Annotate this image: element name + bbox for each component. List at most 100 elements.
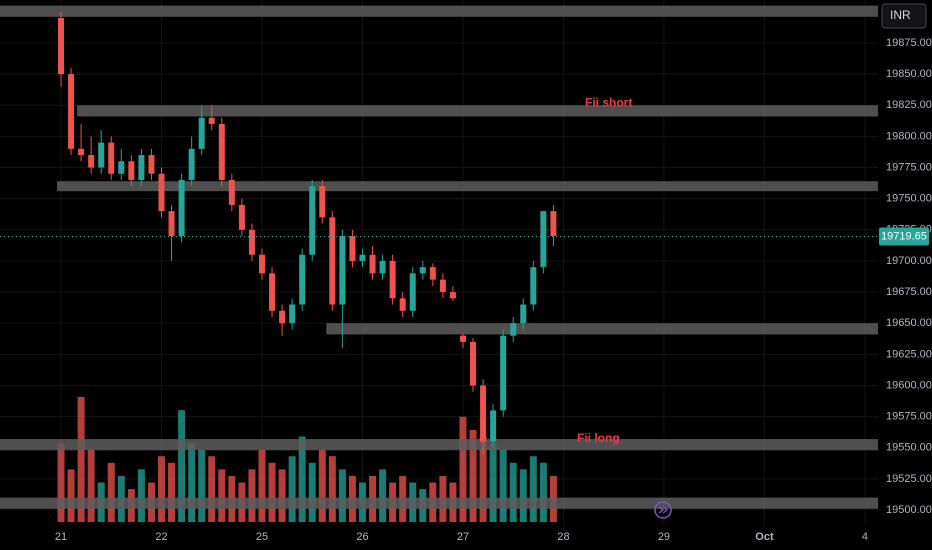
candle-body	[339, 236, 346, 305]
y-tick-label: 19575.00	[886, 411, 932, 423]
x-tick-label: 25	[256, 531, 268, 543]
candle-body	[178, 179, 185, 237]
volume-bar	[198, 449, 206, 522]
candle-body	[490, 410, 497, 442]
y-tick-label: 19750.00	[886, 193, 932, 205]
y-tick-label: 19650.00	[886, 317, 932, 329]
candle-body	[379, 260, 386, 274]
candle-body	[419, 267, 426, 274]
candle-body	[540, 211, 547, 268]
candle-body	[258, 254, 265, 274]
x-tick-label: Oct	[755, 531, 774, 543]
candle-body	[218, 123, 225, 180]
zone-label: Fii long	[577, 431, 620, 445]
y-tick-label: 19875.00	[886, 37, 932, 49]
candle-body	[480, 385, 487, 442]
zone-band	[0, 5, 878, 17]
volume-bar	[258, 449, 266, 522]
volume-bar	[157, 456, 165, 522]
volume-bar	[499, 449, 507, 522]
candle-body	[449, 292, 456, 299]
volume-bar	[469, 429, 477, 522]
candle-body	[98, 142, 105, 168]
candle-body	[510, 323, 517, 336]
y-tick-label: 19625.00	[886, 348, 932, 360]
candle-body	[68, 74, 75, 149]
candle-body	[128, 161, 135, 180]
currency-box[interactable]	[881, 3, 927, 29]
last-price-box	[879, 227, 929, 246]
volume-bar	[168, 462, 176, 522]
candle-body	[369, 254, 376, 274]
volume-bar	[328, 456, 336, 522]
volume-bar	[379, 469, 387, 522]
candle-body	[550, 211, 557, 237]
y-tick-label: 19775.00	[886, 161, 932, 173]
candle-body	[500, 335, 507, 411]
candle-body	[309, 186, 316, 255]
candle-body	[399, 298, 406, 311]
candle-body	[530, 267, 537, 305]
candle-body	[208, 117, 215, 124]
zone-band	[0, 497, 878, 509]
volume-bar	[308, 462, 316, 522]
y-tick-label: 19525.00	[886, 473, 932, 485]
candle-body	[459, 335, 466, 342]
y-tick-label: 19600.00	[886, 379, 932, 391]
candle-body	[198, 117, 205, 149]
candle-body	[148, 155, 155, 174]
candle-body	[118, 161, 125, 174]
volume-bar	[57, 443, 65, 522]
x-tick-label: 21	[55, 531, 67, 543]
candle-body	[359, 254, 366, 261]
candle-body	[520, 304, 527, 324]
candle-body	[238, 204, 245, 230]
candle-body	[409, 273, 416, 311]
zone-band	[326, 323, 878, 335]
zone-label: Fii short	[585, 95, 632, 109]
volume-bar	[67, 469, 75, 522]
candle-body	[108, 142, 115, 174]
volume-bar	[509, 462, 517, 522]
x-tick-label: 26	[356, 531, 368, 543]
candle-body	[168, 211, 175, 237]
candle-body	[439, 279, 446, 293]
y-tick-label: 19700.00	[886, 255, 932, 267]
currency-label[interactable]: INR	[890, 8, 911, 22]
volume-bar	[529, 456, 537, 522]
candle-body	[279, 310, 286, 324]
candle-body	[57, 18, 64, 75]
volume-bar	[539, 462, 547, 522]
volume-bar	[77, 397, 85, 522]
volume-bar	[208, 456, 216, 522]
y-tick-label: 19825.00	[886, 99, 932, 111]
volume-bar	[248, 469, 256, 522]
y-tick-label: 19550.00	[886, 442, 932, 454]
goto-icon[interactable]	[654, 501, 672, 519]
volume-bar	[268, 462, 276, 522]
candle-body	[319, 186, 326, 218]
volume-bar	[318, 449, 326, 522]
volume-bar	[459, 416, 467, 522]
y-tick-label: 19800.00	[886, 130, 932, 142]
candle-body	[269, 273, 276, 311]
candle-body	[228, 179, 235, 205]
volume-bar	[519, 469, 527, 522]
volume-bar	[137, 469, 145, 522]
zone-band	[77, 105, 878, 117]
candle-body	[188, 148, 195, 180]
y-tick-label: 19500.00	[886, 504, 932, 516]
goto-arrow	[658, 506, 669, 514]
candle-body	[88, 155, 95, 168]
candle-body	[289, 304, 296, 324]
candle-body	[299, 254, 306, 305]
volume-bar	[338, 469, 346, 522]
volume-bar	[178, 410, 186, 522]
volume-bar	[489, 443, 497, 522]
x-tick-label: 22	[155, 531, 167, 543]
candle-body	[470, 341, 477, 386]
volume-bar	[298, 436, 306, 522]
zone-band	[56, 181, 878, 192]
y-tick-label: 19675.00	[886, 286, 932, 298]
